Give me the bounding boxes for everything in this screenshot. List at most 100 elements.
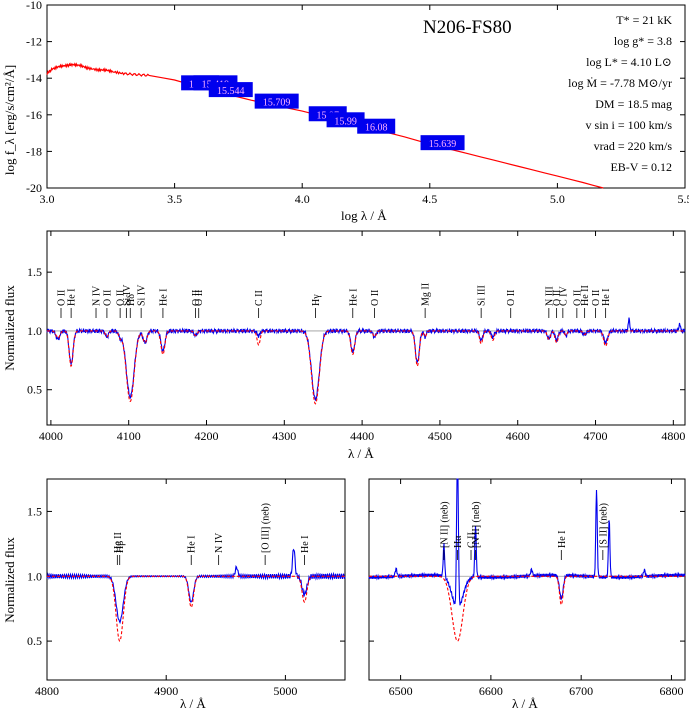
blue-line-id: He I — [601, 289, 612, 307]
sed-curves — [46, 62, 604, 189]
blue-line-id: C IV — [558, 286, 569, 307]
sed-panel: 3.03.54.04.55.05.5 -20-18-16-14-12-10 14… — [2, 0, 689, 223]
blue-line-id: He I — [67, 289, 78, 307]
hbeta-x-ticks: 4800 4900 5000 — [35, 479, 297, 698]
blue-y-tick-label: 1.5 — [27, 265, 42, 279]
blue-line-id: O II — [191, 290, 202, 306]
blue-x-tick-label: 4400 — [350, 429, 374, 443]
hbeta-axes-frame — [46, 478, 346, 681]
blue-spectrum-panel: 4000 4100 4200 4300 4400 4500 4600 4700 4800 0.5… — [2, 230, 686, 461]
halpha-x-ticks: 6500 6600 6700 6800 — [389, 479, 683, 698]
hbeta-y-tick-label: 1.5 — [27, 504, 42, 518]
halpha-panel: 6500 6600 6700 6800 [N II] (neb) Hα C II[N II… — [368, 478, 686, 711]
stellar-parameter: log g* = 3.8 — [614, 34, 672, 48]
hbeta-line-id: Hβ — [115, 541, 126, 553]
blue-x-tick-label: 4100 — [117, 429, 141, 443]
stellar-parameter: log L* = 4.10 L⊙ — [586, 55, 672, 69]
blue-axes-frame — [46, 230, 686, 426]
halpha-x-tick-label: 6600 — [479, 684, 503, 698]
blue-line-id: O II — [116, 290, 127, 306]
blue-line-id: Hγ — [311, 294, 322, 306]
halpha-observed-spectrum — [368, 478, 686, 606]
sed-x-tick-label: 4.0 — [295, 192, 310, 206]
photometry-magnitude: 15.544 — [217, 86, 245, 97]
blue-line-id: O II — [552, 290, 563, 306]
blue-y-axis-label: Normalized flux — [2, 285, 17, 371]
halpha-line-id: C II — [467, 532, 478, 548]
halpha-line-ids: [N II] (neb) Hα C II[N II] (neb) He I [S II]… — [439, 501, 609, 560]
hbeta-line-id: He I — [300, 536, 311, 554]
sed-y-tick-label: -10 — [26, 0, 42, 12]
sed-x-tick-label: 5.5 — [678, 192, 689, 206]
blue-x-tick-label: 4200 — [195, 429, 219, 443]
halpha-curves — [368, 478, 686, 642]
sed-y-tick-label: -20 — [26, 181, 42, 195]
photometry-badge — [357, 118, 396, 134]
sed-axes-frame — [46, 4, 686, 189]
blue-line-id: Si IV — [137, 284, 148, 306]
blue-x-tick-label: 4000 — [39, 429, 63, 443]
blue-line-id: He II — [580, 285, 591, 306]
hbeta-observed-spectrum — [46, 548, 346, 625]
stellar-parameters: T* = 21 kK log g* = 3.8 log L* = 4.10 L⊙ lo… — [568, 13, 672, 174]
sed-model-line — [46, 62, 604, 189]
halpha-line-id: [S II] (neb) — [598, 503, 609, 548]
hbeta-curves — [46, 548, 346, 642]
hbeta-y-axis-label: Normalized flux — [2, 537, 17, 623]
blue-line-id: C II — [254, 290, 265, 306]
blue-y-ticks: 0.5 1.0 1.5 — [27, 265, 685, 397]
hbeta-x-tick-label: 5000 — [273, 684, 297, 698]
halpha-x-tick-label: 6500 — [389, 684, 413, 698]
blue-line-id: Si III — [477, 285, 488, 306]
blue-line-id: O II — [572, 290, 583, 306]
blue-line-id: O II — [194, 290, 205, 306]
sed-y-ticks: -20 -18 -16 -14 -12 -10 — [26, 0, 685, 195]
halpha-x-tick-label: 6800 — [659, 684, 683, 698]
sed-x-tick-label: 3.5 — [167, 192, 182, 206]
stellar-parameter: T* = 21 kK — [616, 13, 672, 27]
stellar-parameter: EB-V = 0.12 — [610, 160, 672, 174]
hbeta-x-tick-label: 4800 — [35, 684, 59, 698]
photometry-badge — [254, 93, 299, 109]
halpha-x-axis-label: λ / Å — [512, 696, 538, 711]
stellar-parameter: v sin i = 100 km/s — [586, 118, 673, 132]
sed-x-axis-label: log λ / Å — [341, 208, 387, 223]
sed-x-tick-label: 4.5 — [422, 192, 437, 206]
hbeta-y-ticks: 0.5 1.0 1.5 — [27, 504, 345, 648]
sed-y-tick-label: -16 — [26, 108, 42, 122]
blue-line-id: He I — [158, 289, 169, 307]
blue-line-id: N IV — [92, 285, 103, 306]
blue-line-id: He I — [348, 289, 359, 307]
stellar-parameter: log Ṁ = -7.78 M⊙/yr — [568, 76, 672, 90]
halpha-line-id: He I — [557, 531, 568, 549]
blue-line-id: O II — [591, 290, 602, 306]
hbeta-model-spectrum — [47, 575, 345, 642]
photometry-badge — [208, 82, 253, 98]
blue-x-tick-label: 4800 — [661, 429, 685, 443]
blue-line-id: O II — [57, 290, 68, 306]
blue-y-tick-label: 0.5 — [27, 383, 42, 397]
photometry-badge — [326, 112, 365, 128]
blue-line-id: O II — [506, 290, 517, 306]
sed-x-tick-label: 3.0 — [40, 192, 55, 206]
blue-line-id: O II — [102, 290, 113, 306]
sed-y-tick-label: -12 — [26, 35, 42, 49]
photometry-badge — [420, 135, 465, 151]
halpha-line-id: [N II] (neb) — [439, 501, 450, 548]
sed-y-axis-label: log f_λ [erg/s/cm²/Å] — [2, 65, 17, 175]
blue-line-id: Si IV — [122, 284, 133, 306]
stellar-parameter: DM = 18.5 mag — [595, 97, 672, 111]
photometry-magnitude: 16.08 — [365, 123, 388, 134]
sed-y-tick-label: -18 — [26, 144, 42, 158]
blue-x-tick-label: 4300 — [272, 429, 296, 443]
blue-x-axis-label: λ / Å — [348, 446, 374, 461]
halpha-line-id: Hα — [453, 535, 464, 548]
blue-x-tick-label: 4500 — [428, 429, 452, 443]
blue-line-id: O II — [370, 290, 381, 306]
hbeta-line-id: He I — [187, 536, 198, 554]
blue-line-id: N III — [544, 286, 555, 306]
blue-x-tick-label: 4600 — [506, 429, 530, 443]
